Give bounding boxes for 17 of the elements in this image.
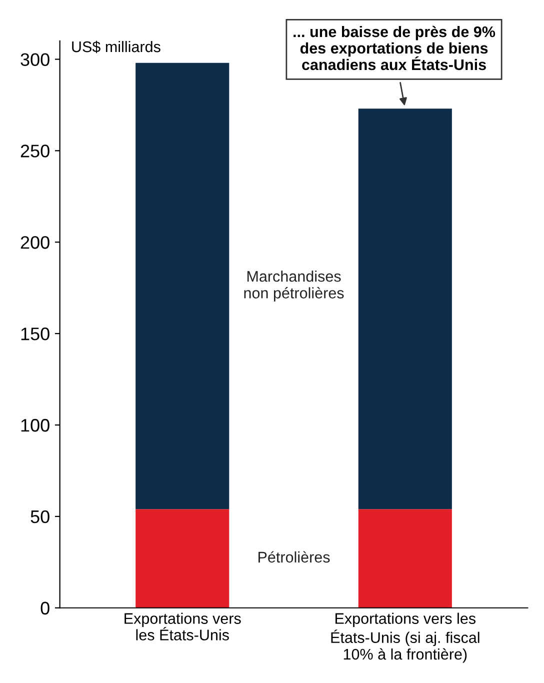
y-tick-label: 150: [21, 328, 50, 340]
bar: [358, 509, 452, 608]
y-tick-label: 0: [40, 602, 50, 615]
y-tick-label: 100: [21, 418, 50, 432]
annotation: ... une baisse de près de 9% des exportations de biens canadiens aux États-Unis: [294, 26, 496, 70]
y-tick-label: 200: [20, 236, 50, 249]
y-tick-label: 50: [30, 510, 50, 524]
bar: [358, 108, 452, 510]
x-tick-label: Exportations vers les États-Unis (si aj. fiscal 10% à la frontière): [331, 612, 480, 663]
bar: [136, 509, 230, 608]
y-tick-label: 300: [20, 53, 50, 66]
series-label: Marchandises non pétrolières: [244, 270, 344, 302]
x-tick-label: Exportations vers les États-Unis: [124, 612, 241, 640]
series-label: Pétrolières: [258, 551, 330, 563]
bar: [136, 62, 230, 510]
y-axis-title: US$ milliards: [72, 40, 160, 54]
y-tick-label: 250: [20, 144, 50, 158]
